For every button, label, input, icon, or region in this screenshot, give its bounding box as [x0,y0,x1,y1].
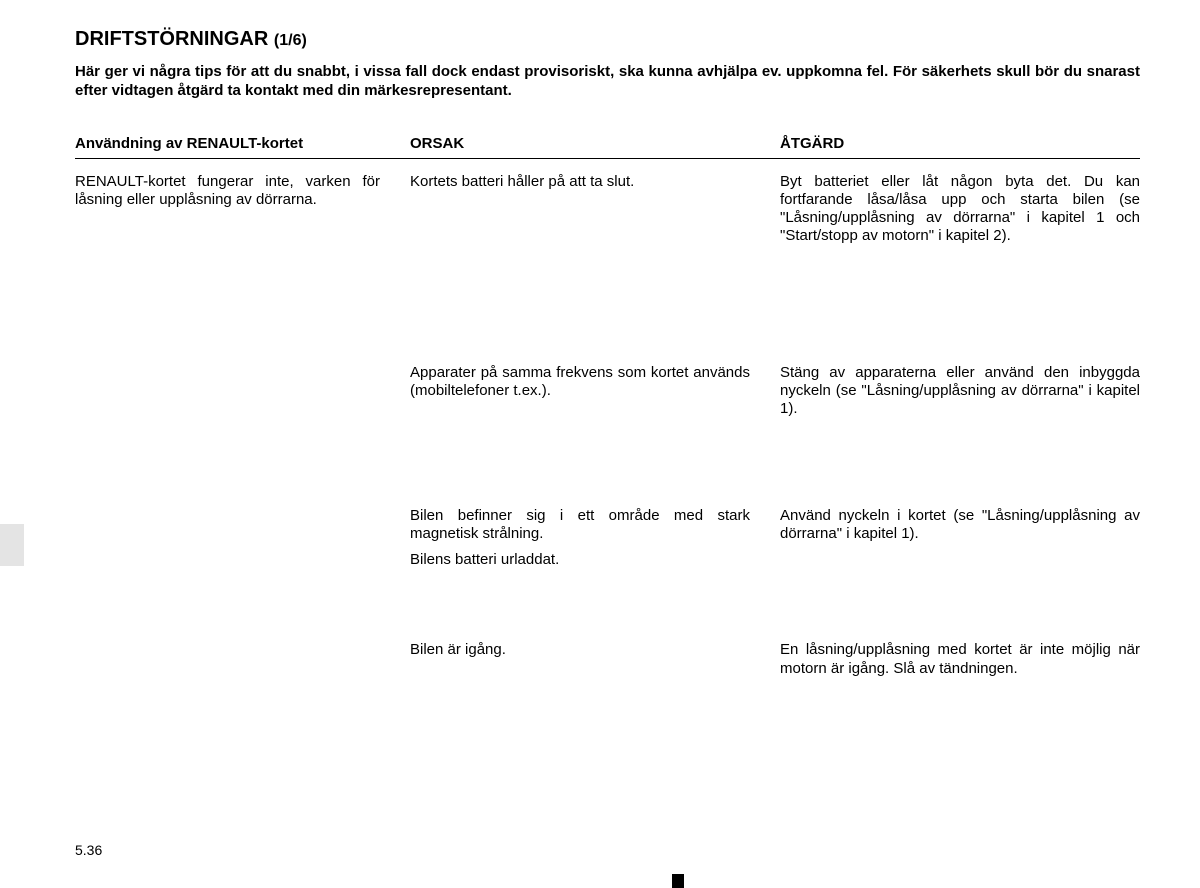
row3-usage [75,507,410,544]
row2-cause: Apparater på samma frekvens som kortet a… [410,364,780,419]
row1-cause: Kortets batteri håller på att ta slut. [410,173,780,246]
spacer [410,569,780,641]
header-usage: Användning av RENAULT-kortet [75,135,410,158]
spacer [780,419,1140,507]
row3b-cause: Bilens batteri urladdat. [410,551,780,569]
troubleshooting-table: Användning av RENAULT-kortet ORSAK ÅTGÄR… [75,135,1140,679]
row2-action: Stäng av apparaterna eller använd den in… [780,364,1140,419]
row2-usage [75,364,410,419]
spacer [780,569,1140,641]
title-suffix: (1/6) [274,32,307,49]
row4-cause: Bilen är igång. [410,641,780,678]
spacer [780,543,1140,551]
row1-usage: RENAULT-kortet fungerar inte, varken för… [75,173,410,246]
row3b-action [780,551,1140,569]
header-cause: ORSAK [410,135,780,158]
page-content: DRIFTSTÖRNINGAR (1/6) Här ger vi några t… [0,0,1200,678]
spacer [75,419,410,507]
header-action: ÅTGÄRD [780,135,1140,158]
row3-action: Använd nyckeln i kortet (se "Låsning/upp… [780,507,1140,544]
side-tab [0,524,24,566]
header-rule [75,158,1140,159]
spacer [780,246,1140,364]
row3-cause: Bilen befinner sig i ett område med star… [410,507,780,544]
row4-usage [75,641,410,678]
crop-mark [672,874,684,888]
spacer [75,569,410,641]
page-number: 5.36 [75,842,102,858]
row1-action: Byt batteriet eller låt någon byta det. … [780,173,1140,246]
spacer [75,543,410,551]
spacer [410,543,780,551]
page-title: DRIFTSTÖRNINGAR (1/6) [75,28,1140,51]
row3b-usage [75,551,410,569]
spacer [75,246,410,364]
row4-action: En låsning/upplåsning med kortet är inte… [780,641,1140,678]
title-main: DRIFTSTÖRNINGAR [75,28,268,50]
spacer [410,419,780,507]
spacer [410,246,780,364]
intro-text: Här ger vi några tips för att du snabbt,… [75,63,1140,101]
